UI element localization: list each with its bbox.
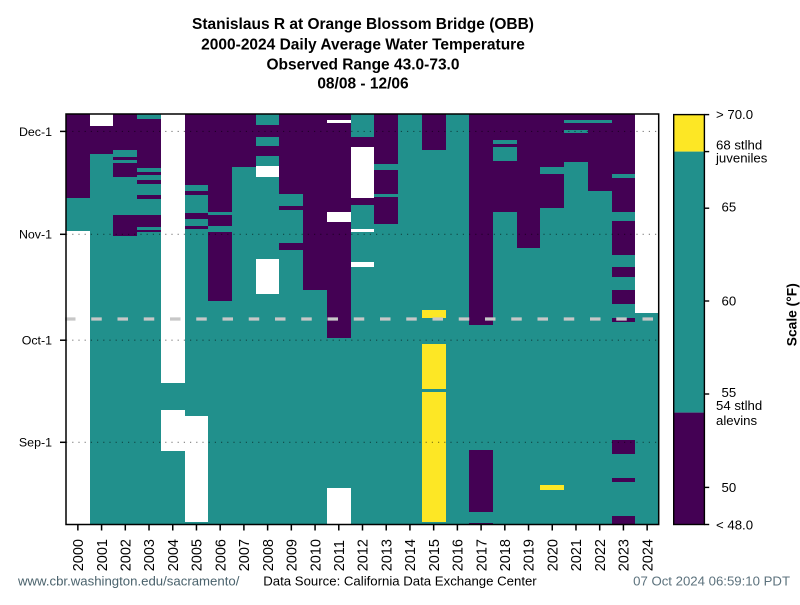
svg-text:2024: 2024 — [640, 539, 656, 571]
svg-text:www.cbr.washington.edu/sacrame: www.cbr.washington.edu/sacramento/ — [17, 573, 240, 588]
svg-text:Observed Range 43.0-73.0: Observed Range 43.0-73.0 — [267, 57, 460, 74]
svg-text:55: 55 — [722, 385, 737, 400]
svg-text:68 stlhd: 68 stlhd — [716, 138, 762, 153]
svg-text:2020: 2020 — [545, 539, 561, 571]
svg-text:2000-2024 Daily Average Water: 2000-2024 Daily Average Water Temperatur… — [201, 36, 525, 53]
svg-text:2006: 2006 — [213, 539, 229, 571]
svg-text:2008: 2008 — [261, 539, 277, 571]
svg-text:Scale (°F): Scale (°F) — [785, 283, 800, 346]
svg-text:65: 65 — [722, 200, 737, 215]
svg-text:50: 50 — [722, 480, 737, 495]
svg-text:2013: 2013 — [379, 539, 395, 571]
svg-text:2000: 2000 — [71, 539, 87, 571]
svg-text:Oct-1: Oct-1 — [22, 334, 52, 348]
svg-text:2023: 2023 — [617, 539, 633, 571]
svg-text:2012: 2012 — [356, 539, 372, 571]
svg-text:2003: 2003 — [142, 539, 158, 571]
svg-text:2016: 2016 — [451, 539, 467, 571]
svg-text:2007: 2007 — [237, 539, 253, 571]
svg-text:2021: 2021 — [569, 539, 585, 571]
svg-text:2019: 2019 — [522, 539, 538, 571]
svg-text:54 stlhd: 54 stlhd — [716, 398, 762, 413]
svg-text:2011: 2011 — [332, 540, 348, 571]
svg-text:Dec-1: Dec-1 — [19, 125, 52, 139]
svg-text:2005: 2005 — [190, 539, 206, 571]
svg-text:> 70.0: > 70.0 — [716, 107, 753, 122]
svg-text:Sep-1: Sep-1 — [19, 436, 52, 450]
svg-text:2015: 2015 — [427, 539, 443, 571]
svg-text:Stanislaus R at Orange Blossom: Stanislaus R at Orange Blossom Bridge (O… — [192, 16, 534, 33]
svg-text:2002: 2002 — [119, 539, 135, 571]
svg-text:2001: 2001 — [95, 539, 111, 571]
svg-text:< 48.0: < 48.0 — [716, 518, 753, 533]
svg-text:alevins: alevins — [716, 413, 757, 428]
svg-text:juveniles: juveniles — [715, 150, 768, 165]
svg-text:2009: 2009 — [285, 539, 301, 571]
svg-text:2004: 2004 — [166, 539, 182, 571]
svg-text:2014: 2014 — [403, 539, 419, 571]
svg-text:2022: 2022 — [593, 539, 609, 571]
svg-text:2018: 2018 — [498, 539, 514, 571]
svg-text:08/08 - 12/06: 08/08 - 12/06 — [317, 75, 409, 92]
svg-text:Data Source: California Data E: Data Source: California Data Exchange Ce… — [263, 573, 537, 588]
svg-text:Nov-1: Nov-1 — [19, 228, 52, 242]
svg-text:60: 60 — [722, 294, 737, 309]
svg-text:2010: 2010 — [308, 539, 324, 571]
svg-text:2017: 2017 — [474, 539, 490, 571]
svg-text:07 Oct 2024 06:59:10 PDT: 07 Oct 2024 06:59:10 PDT — [633, 573, 790, 588]
